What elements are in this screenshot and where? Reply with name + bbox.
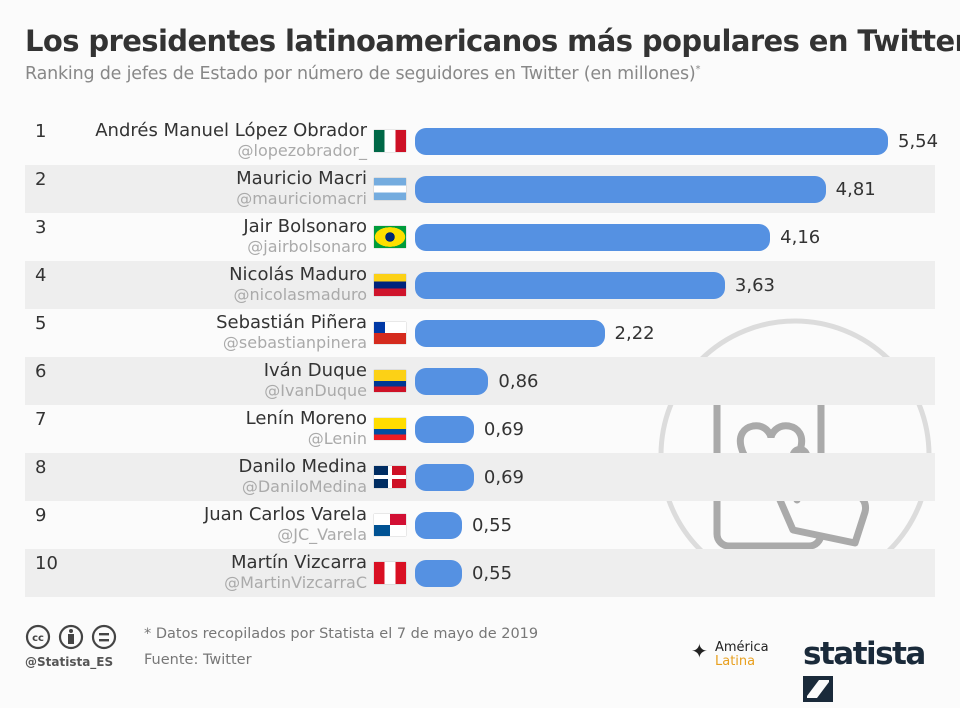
bar	[415, 320, 605, 347]
flag-dominican-republic-icon	[374, 466, 406, 488]
flag-chile-icon	[374, 322, 406, 344]
chart-row: 6 Iván Duque @IvanDuque 0,86	[25, 357, 935, 405]
twitter-handle: @mauriciomacri	[236, 189, 367, 208]
president-name: Iván Duque	[263, 360, 367, 381]
chart-title: Los presidentes latinoamericanos más pop…	[25, 24, 960, 58]
value-label: 4,81	[835, 179, 876, 200]
rank-label: 9	[35, 505, 47, 526]
footnote: * Datos recopilados por Statista el 7 de…	[144, 626, 539, 642]
rank-label: 3	[35, 217, 47, 238]
bar	[415, 272, 725, 299]
president-name: Martín Vizcarra	[231, 552, 367, 573]
president-name: Juan Carlos Varela	[203, 504, 367, 525]
value-label: 5,54	[898, 131, 939, 152]
bar	[415, 464, 474, 491]
rank-label: 1	[35, 121, 47, 142]
twitter-handle: @jairbolsonaro	[247, 237, 367, 256]
flag-venezuela-icon	[374, 274, 406, 296]
rank-label: 10	[35, 553, 58, 574]
statista-handle: @Statista_ES	[25, 655, 114, 669]
chart-row: 8 Danilo Medina @DaniloMedina 0,69	[25, 453, 935, 501]
flag-brazil-icon	[374, 226, 406, 248]
bar	[415, 368, 489, 395]
value-label: 0,55	[471, 563, 513, 584]
statista-wordmark: statista	[803, 636, 926, 672]
subtitle-text: Ranking de jefes de Estado por número de…	[25, 64, 696, 84]
rank-label: 4	[35, 265, 47, 286]
bar	[415, 512, 462, 539]
bar	[415, 224, 771, 251]
rank-label: 5	[35, 313, 47, 334]
twitter-handle: @Lenin	[307, 429, 367, 448]
chart-row: 5 Sebastián Piñera @sebastianpinera 2,22	[25, 309, 935, 357]
bar	[415, 416, 474, 443]
chart-row: 1 Andrés Manuel López Obrador @lopezobra…	[25, 117, 939, 165]
logo-line2: Latina	[715, 654, 756, 669]
bar	[415, 128, 888, 155]
value-label: 4,16	[780, 227, 821, 248]
twitter-handle: @MartinVizcarraC	[224, 573, 367, 592]
statista-logo-icon	[803, 676, 833, 702]
twitter-handle: @DaniloMedina	[241, 477, 367, 496]
president-name: Jair Bolsonaro	[243, 216, 367, 237]
rank-label: 6	[35, 361, 47, 382]
chart-subtitle: Ranking de jefes de Estado por número de…	[25, 64, 701, 84]
chart-row: 3 Jair Bolsonaro @jairbolsonaro 4,16	[25, 213, 935, 261]
value-label: 2,22	[614, 323, 655, 344]
chart-row: 7 Lenín Moreno @Lenin 0,69	[25, 405, 935, 453]
value-label: 0,86	[498, 371, 539, 392]
chart-row: 4 Nicolás Maduro @nicolasmaduro 3,63	[25, 261, 935, 309]
flag-ecuador-icon	[374, 418, 406, 440]
twitter-handle: @IvanDuque	[264, 381, 367, 400]
rank-label: 2	[35, 169, 47, 190]
president-name: Danilo Medina	[238, 456, 367, 477]
value-label: 0,69	[483, 419, 524, 440]
source: Fuente: Twitter	[144, 652, 252, 668]
value-label: 0,69	[483, 467, 524, 488]
chart-row: 9 Juan Carlos Varela @JC_Varela 0,55	[25, 501, 935, 549]
president-name: Sebastián Piñera	[216, 312, 367, 333]
continent-icon: ✦	[691, 639, 708, 663]
twitter-handle: @lopezobrador_	[237, 141, 367, 160]
president-name: Mauricio Macri	[236, 168, 367, 189]
rank-label: 7	[35, 409, 47, 430]
president-name: Nicolás Maduro	[229, 264, 367, 285]
flag-mexico-icon	[374, 130, 406, 152]
president-name: Lenín Moreno	[245, 408, 367, 429]
america-latina-logo: ✦ América Latina	[691, 640, 769, 669]
statista-logo: statista	[803, 636, 960, 708]
chart-row: 2 Mauricio Macri @mauriciomacri 4,81	[25, 165, 935, 213]
twitter-handle: @nicolasmaduro	[233, 285, 367, 304]
flag-panama-icon	[374, 514, 406, 536]
logo-line1: América	[715, 640, 769, 655]
svg-text:cc: cc	[32, 633, 44, 644]
value-label: 3,63	[734, 275, 775, 296]
bar	[415, 560, 462, 587]
chart-row: 10 Martín Vizcarra @MartinVizcarraC 0,55	[25, 549, 935, 597]
subtitle-asterisk: *	[695, 64, 701, 76]
rank-label: 8	[35, 457, 47, 478]
twitter-handle: @sebastianpinera	[222, 333, 367, 352]
president-name: Andrés Manuel López Obrador	[95, 120, 367, 141]
creative-commons-icons: cc	[25, 624, 125, 656]
flag-colombia-icon	[374, 370, 406, 392]
value-label: 0,55	[471, 515, 513, 536]
bar	[415, 176, 826, 203]
twitter-handle: @JC_Varela	[277, 525, 367, 544]
flag-argentina-icon	[374, 178, 406, 200]
flag-peru-icon	[374, 562, 406, 584]
